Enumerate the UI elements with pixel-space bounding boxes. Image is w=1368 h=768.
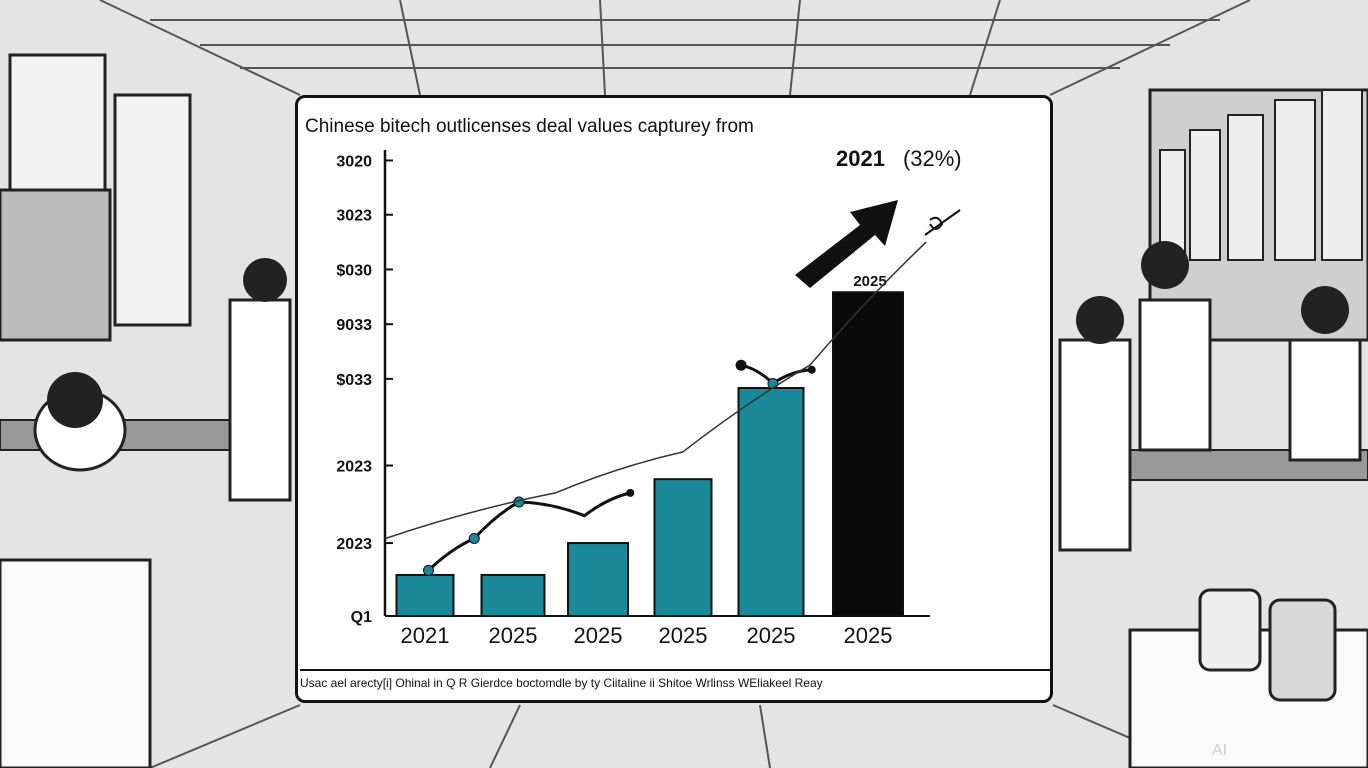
bar bbox=[737, 387, 805, 617]
bar bbox=[832, 291, 904, 617]
x-tick-label: 2025 bbox=[574, 623, 623, 648]
annotation-year: 2021 bbox=[836, 146, 885, 171]
x-tick-label: 2025 bbox=[489, 623, 538, 648]
y-tick-label: 3023 bbox=[336, 208, 372, 225]
growth-annotation: 2021 (32%) bbox=[836, 146, 962, 172]
series-point bbox=[468, 532, 480, 544]
footer-divider bbox=[300, 669, 1050, 671]
series-point bbox=[735, 359, 747, 371]
y-tick-label: 9033 bbox=[336, 317, 372, 334]
y-tick-label: 3020 bbox=[336, 153, 372, 170]
growth-arrow-icon bbox=[795, 200, 898, 288]
series-end-point bbox=[807, 365, 816, 374]
y-tick-label: $033 bbox=[336, 372, 372, 389]
chart-title: Chinese bitech outlicenses deal values c… bbox=[305, 116, 754, 137]
bar bbox=[567, 542, 629, 617]
chart-footer: Usac ael arecty[i] Ohinal in Q R Gierdce… bbox=[300, 676, 823, 690]
x-tick-label: 2025 bbox=[747, 623, 796, 648]
series-point bbox=[423, 564, 435, 576]
series-end-point bbox=[626, 488, 635, 497]
bar bbox=[480, 573, 546, 618]
y-tick-label: 2023 bbox=[336, 459, 372, 476]
x-tick-label: 2021 bbox=[401, 623, 450, 648]
arrow-tip-icon bbox=[924, 209, 961, 236]
bar-value-label: 2025 bbox=[853, 273, 886, 290]
series-point bbox=[767, 377, 779, 389]
y-tick-label: Q1 bbox=[351, 609, 372, 626]
x-tick-label: 2025 bbox=[844, 623, 893, 648]
bar bbox=[395, 573, 455, 618]
series-line bbox=[385, 241, 927, 540]
y-tick-label: $030 bbox=[336, 262, 372, 279]
watermark: AI bbox=[1212, 742, 1228, 759]
bar bbox=[653, 478, 713, 618]
y-tick-label: 2023 bbox=[336, 536, 372, 553]
annotation-percent: (32%) bbox=[902, 146, 962, 171]
x-tick-label: 2025 bbox=[659, 623, 708, 648]
